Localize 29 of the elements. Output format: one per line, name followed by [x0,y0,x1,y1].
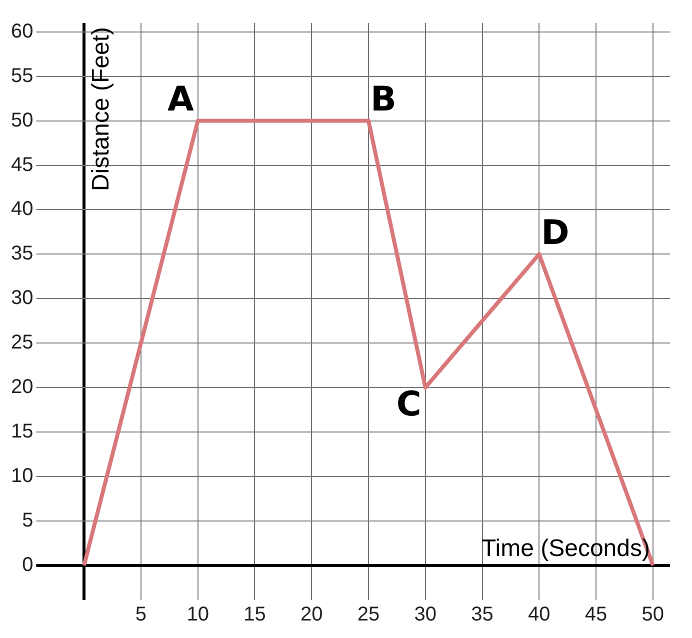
x-tick-label: 15 [244,604,266,626]
y-tick-label: 60 [10,20,34,42]
y-tick-label: 55 [10,64,34,87]
y-axis-title: Distance (Feet) [88,27,115,192]
x-tick-label: 40 [528,604,550,626]
y-tick-label: 45 [10,154,34,176]
y-tick-label: 50 [10,109,34,132]
y-tick-label: 25 [10,332,34,354]
y-tick-label: 5 [22,509,34,532]
y-tick-label: 40 [10,198,34,220]
y-tick-label: 30 [10,287,34,310]
x-tick-label: 25 [357,604,380,626]
x-tick-label: 35 [471,604,494,626]
x-tick-label: 45 [584,604,608,626]
annotation: A [168,80,195,120]
x-tick-label: 30 [414,604,437,626]
x-tick-label: 20 [300,604,323,626]
y-tick-label: 15 [10,420,34,442]
y-tick-label: 0 [22,554,34,576]
y-tick-label: 10 [10,464,34,487]
annotation: D [541,212,570,253]
x-tick-label: 10 [186,604,209,626]
annotation: B [370,80,396,120]
y-tick-label: 35 [10,242,34,265]
x-tick-label: 5 [135,604,147,626]
y-tick-label: 20 [10,376,34,398]
annotation: C [396,384,422,424]
x-tick-label: 50 [642,604,664,626]
x-axis-title: Time (Seconds) [482,534,650,562]
